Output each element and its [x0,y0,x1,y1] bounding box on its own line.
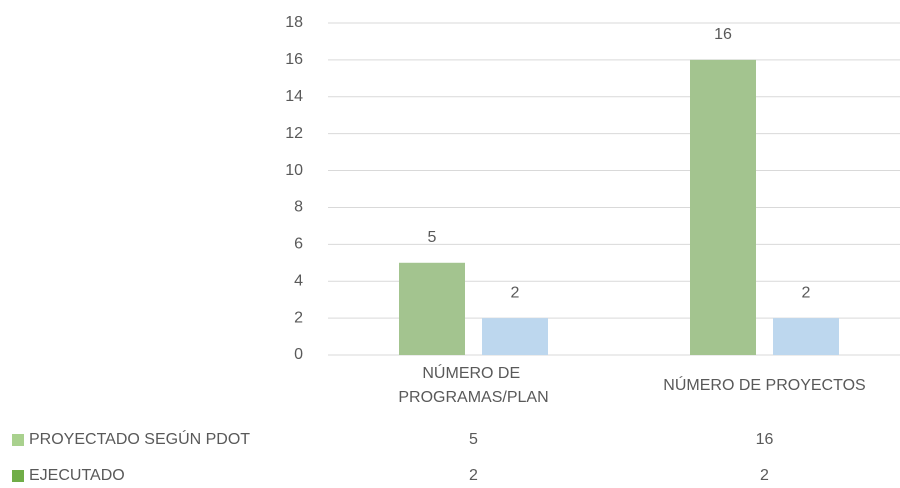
data-label: 2 [802,284,811,301]
legend-key [12,434,24,446]
legend-key [12,470,24,482]
y-tick-label: 12 [285,125,303,142]
bar [690,59,756,356]
y-tick-label: 16 [285,51,303,68]
data-label: 5 [428,229,437,246]
data-label: 16 [714,26,732,43]
x-tick-label-line: NÚMERO DE [422,363,524,382]
table-value: 2 [469,467,478,484]
y-tick-label: 0 [294,346,303,363]
x-tick-label: NÚMERO DE PROYECTOS [663,375,865,394]
bar [482,318,548,355]
x-tick-label-line: PROGRAMAS/PLAN [398,389,548,406]
table-value: 5 [469,431,478,448]
table-value: 16 [756,431,774,448]
y-tick-label: 8 [294,199,303,216]
y-tick-label: 4 [294,272,303,289]
legend-label: PROYECTADO SEGÚN PDOT [29,429,250,448]
legend-label: EJECUTADO [29,467,125,484]
y-tick-label: 14 [285,88,303,105]
x-tick-label: NÚMERO DE PROGRAMAS/PLAN [398,363,548,406]
y-tick-label: 18 [285,14,303,31]
bar [773,318,839,355]
table-value: 2 [760,467,769,484]
y-tick-label: 10 [285,162,303,179]
data-label: 2 [511,284,520,301]
bar [399,262,465,355]
y-tick-label: 2 [294,309,303,326]
y-tick-label: 6 [294,236,303,253]
